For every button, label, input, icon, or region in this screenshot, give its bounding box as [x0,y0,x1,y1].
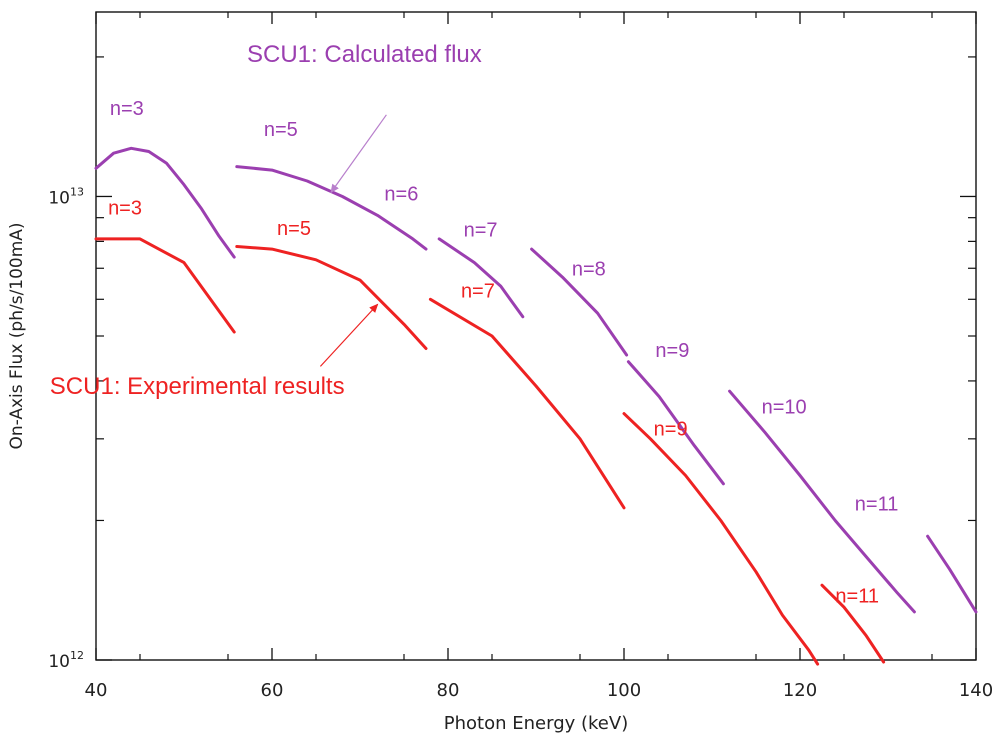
series-segment [94,146,236,259]
annotation-layer: n=3 n=5 n=6 n=7 n=8 n=9 n=10 n=11 n=3 n=5 n=7 n=9 n=… [108,98,898,608]
series-segment [926,534,978,614]
series-segment [428,297,626,510]
harmonic-label: n=9 [654,419,688,441]
series-segment [626,360,725,486]
harmonic-label: n=3 [108,197,142,219]
experimental-results-arrow [319,303,379,367]
harmonic-label: n=5 [277,218,311,240]
series-segment [622,412,820,666]
harmonic-label: n=7 [464,219,498,241]
x-axis-label: Photon Energy (keV) [444,713,628,734]
x-tick-label: 40 [85,680,108,701]
harmonic-label: n=11 [835,586,879,608]
calculated-flux-label: SCU1: Calculated flux [247,41,482,68]
experimental-results-series [94,237,886,666]
y-tick-label: 1013 [48,185,84,208]
series-segment [728,389,916,614]
series-segment [437,237,525,319]
harmonic-label: n=8 [572,259,606,281]
experimental-results-label: SCU1: Experimental results [50,373,345,400]
series-segment [235,165,428,251]
series-segment [820,583,886,664]
harmonic-label: n=10 [762,397,807,419]
axis-tick-labels: 40 60 80 100 120 140 1013 1012 [48,185,993,701]
axis-ticks [95,12,977,661]
series-segment [94,237,236,334]
y-tick-label: 1012 [48,649,84,672]
harmonic-label: n=5 [264,119,298,141]
harmonic-label: n=3 [110,98,144,120]
plot-frame [95,11,977,661]
x-tick-label: 60 [261,680,284,701]
series-segment [235,245,428,350]
calculated-flux-arrow [330,114,387,194]
x-tick-label: 120 [783,680,817,701]
x-tick-label: 80 [437,680,460,701]
harmonic-label: n=9 [655,340,689,362]
legend-labels: SCU1: Calculated flux SCU1: Experimental … [50,41,482,400]
harmonic-label: n=6 [384,184,418,206]
y-axis-label: On-Axis Flux (ph/s/100mA) [7,222,27,449]
x-tick-label: 140 [959,680,993,701]
harmonic-label: n=11 [855,494,899,516]
series-segment [530,247,629,357]
x-tick-label: 100 [607,680,641,701]
calculated-flux-series [94,146,978,614]
harmonic-label: n=7 [461,281,495,303]
series-layer [94,146,978,666]
